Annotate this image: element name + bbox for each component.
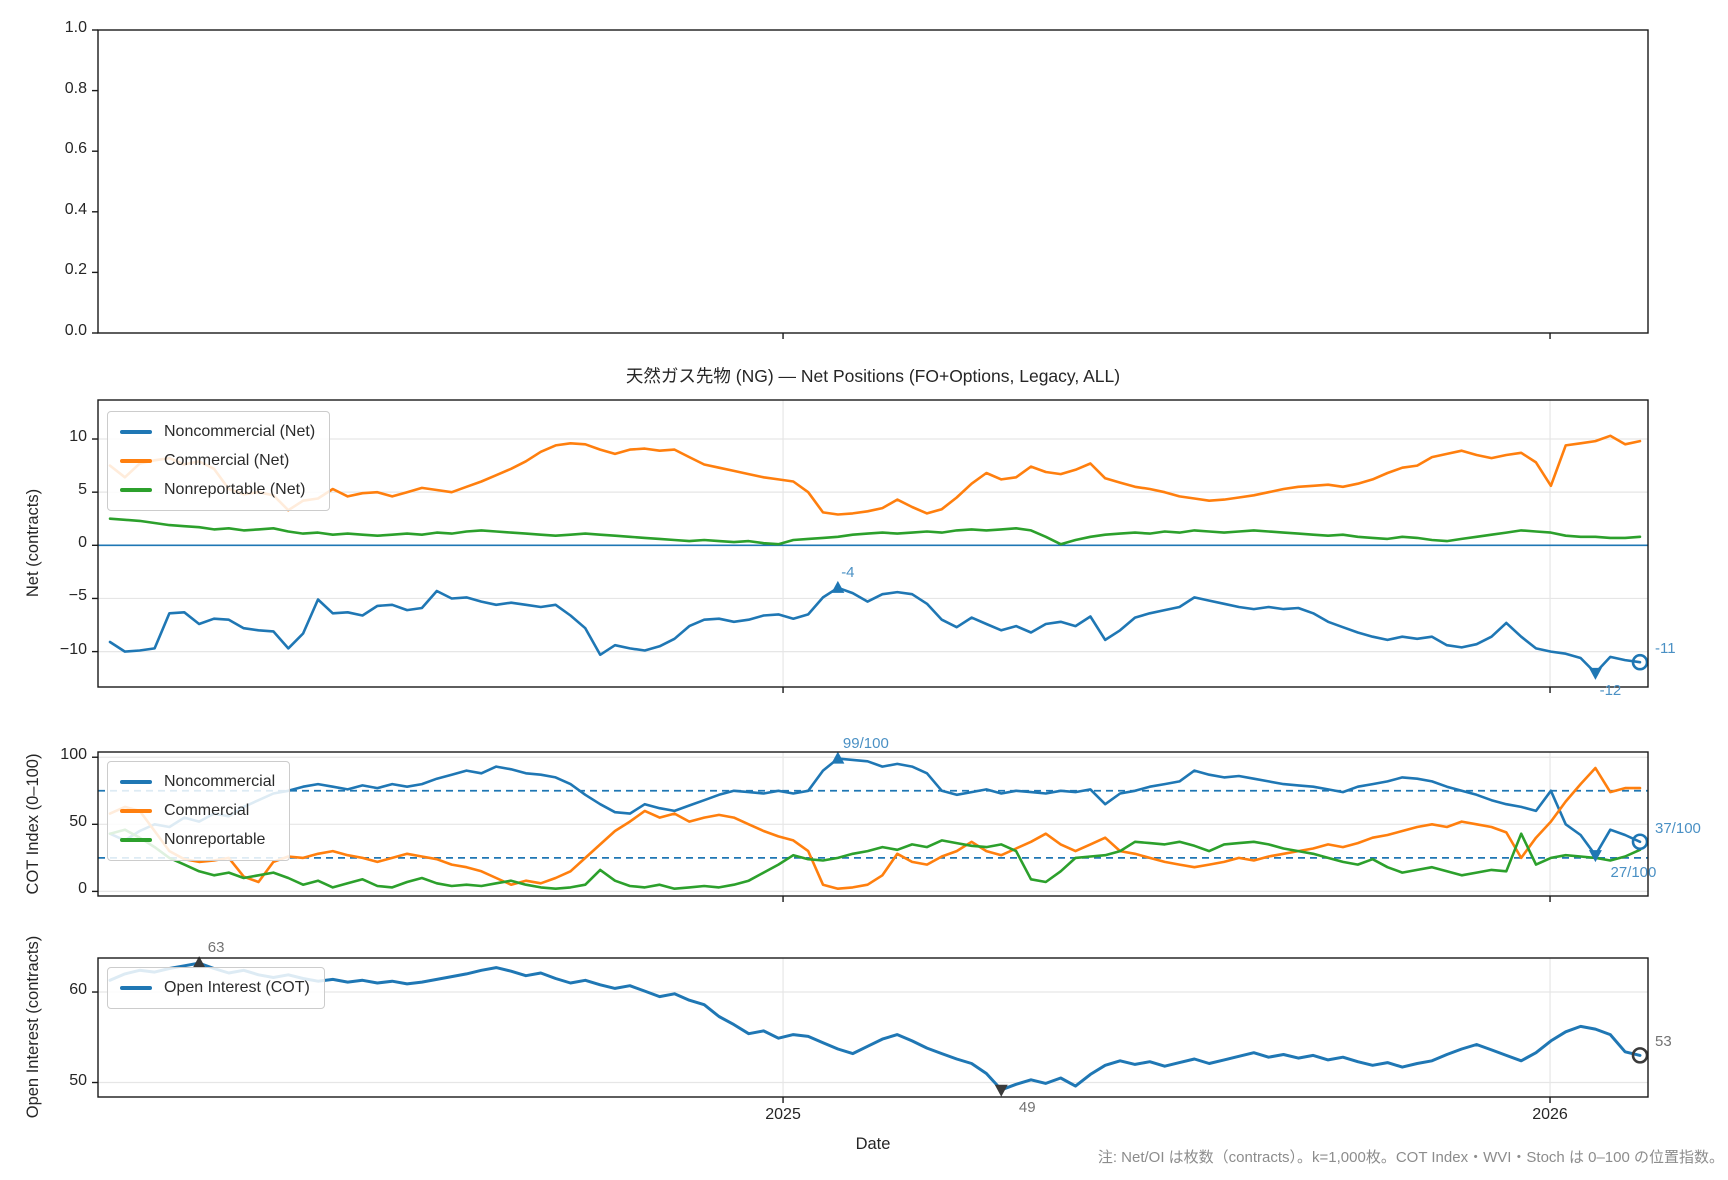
chart-title: 天然ガス先物 (NG) — Net Positions (FO+Options,… [625, 366, 1121, 386]
legend-item: Nonreportable (Net) [120, 477, 315, 503]
tick-label-y: 100 [60, 746, 87, 764]
series-open-interest [108, 961, 1642, 1092]
marker-open-circle-icon [1631, 1047, 1649, 1064]
legend-item-label: Nonreportable [164, 831, 266, 848]
legend-item: Commercial (Net) [120, 448, 315, 474]
legend-item-label: Noncommercial (Net) [164, 423, 316, 440]
tick-label-y: −10 [59, 640, 87, 658]
legend-item: Commercial [120, 798, 275, 824]
legend-item-label: Noncommercial [164, 773, 276, 790]
series-nonreportable-index [108, 828, 1642, 891]
legend-color-swatch [120, 488, 152, 492]
tick-label-x: 2025 [765, 1106, 801, 1123]
tick-label-y: 1.0 [64, 19, 87, 36]
tick-label-y: 60 [69, 981, 87, 999]
legend-item-label: Open Interest (COT) [164, 979, 310, 996]
legend-color-swatch [120, 780, 152, 784]
panel-spines [97, 957, 1649, 1098]
legend-color-swatch [120, 838, 152, 842]
series-noncommercial-index [108, 757, 1642, 857]
panel-oi [92, 956, 1649, 1103]
tick-label-x: 2026 [1532, 1106, 1568, 1123]
marker-triangle-up-icon [831, 580, 845, 593]
ylabel-open-interest: Open Interest (contracts) [24, 935, 42, 1119]
legend-oi: Open Interest (COT) [107, 967, 325, 1009]
legend-item: Noncommercial (Net) [120, 419, 315, 445]
tick-label-y: 0.4 [64, 200, 87, 218]
legend-item-label: Nonreportable (Net) [164, 481, 306, 498]
panel-net [92, 399, 1649, 693]
tick-label-y: 0.2 [64, 261, 87, 279]
legend-color-swatch [120, 459, 152, 463]
tick-label-y: 0 [78, 880, 87, 898]
legend-item: Noncommercial [120, 769, 275, 795]
legend-cot: Noncommercial Commercial Nonreportable [107, 761, 291, 861]
marker-triangle-down-icon [1588, 850, 1602, 863]
series-nonreportable-net [108, 517, 1642, 546]
series-commercial-net [108, 434, 1642, 516]
tick-label-y: 0.6 [64, 140, 87, 158]
tick-label-y: 50 [69, 813, 87, 831]
marker-triangle-down-icon [1588, 667, 1602, 680]
legend-net: Noncommercial (Net) Commercial (Net) Nonre… [107, 411, 331, 511]
tick-label-y: 0 [78, 534, 87, 552]
footnote: 注: Net/OI は枚数（contracts）。k=1,000枚。COT In… [1097, 1149, 1724, 1166]
marker-triangle-down-icon [994, 1084, 1008, 1097]
legend-color-swatch [120, 986, 152, 990]
tick-label-y: 50 [69, 1071, 87, 1089]
tick-label-y: 0.0 [64, 322, 87, 339]
panel-spines [97, 399, 1649, 688]
legend-item: Open Interest (COT) [120, 975, 310, 1001]
marker-triangle-up-icon [831, 751, 845, 764]
legend-color-swatch [120, 809, 152, 813]
tick-label-y: 10 [69, 428, 87, 445]
legend-item-label: Commercial (Net) [164, 452, 290, 469]
panel-spines [97, 29, 1649, 334]
legend-item: Nonreportable [120, 827, 275, 853]
marker-open-circle-icon [1631, 653, 1649, 671]
panel-cot [92, 751, 1649, 902]
series-noncommercial-net [108, 586, 1642, 675]
tick-label-y: −5 [68, 587, 87, 605]
marker-triangle-up-icon [192, 956, 206, 969]
tick-label-y: 5 [78, 481, 87, 499]
panel-empty [92, 29, 1649, 339]
series-commercial-index [108, 766, 1642, 891]
marker-open-circle-icon [1631, 833, 1649, 851]
tick-label-y: 0.8 [64, 79, 87, 97]
xaxis-label: Date [855, 1135, 891, 1153]
legend-item-label: Commercial [164, 802, 250, 819]
legend-color-swatch [120, 430, 152, 434]
ylabel-net: Net (contracts) [24, 488, 42, 598]
